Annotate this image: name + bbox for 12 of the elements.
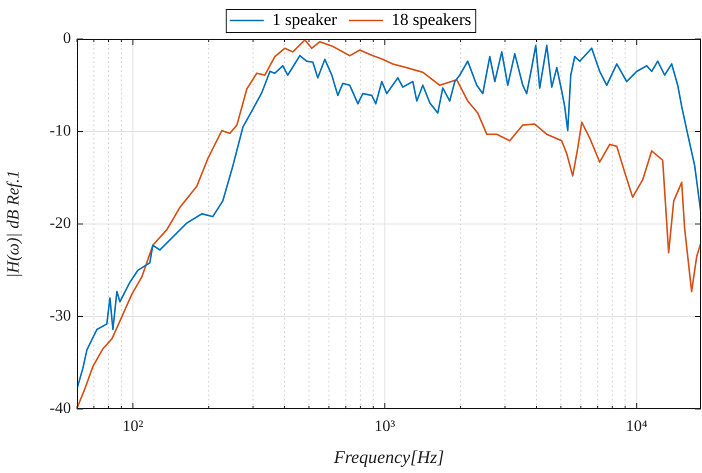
- y-tick-label: 0: [63, 30, 71, 48]
- y-axis-title: |H(ω)| dB Ref.1: [4, 170, 23, 278]
- y-tick-label: -40: [50, 400, 71, 418]
- y-tick-label: -20: [50, 215, 71, 232]
- x-tick-label: 10²: [122, 418, 144, 435]
- legend-label: 18 speakers: [391, 10, 472, 29]
- y-tick-label: -30: [50, 308, 71, 325]
- x-axis-title: Frequency[Hz]: [332, 446, 444, 467]
- legend-label: 1 speaker: [272, 10, 338, 29]
- x-tick-label: 10³: [374, 418, 396, 435]
- x-tick-label: 10⁴: [626, 418, 648, 435]
- y-tick-label: -10: [50, 122, 71, 140]
